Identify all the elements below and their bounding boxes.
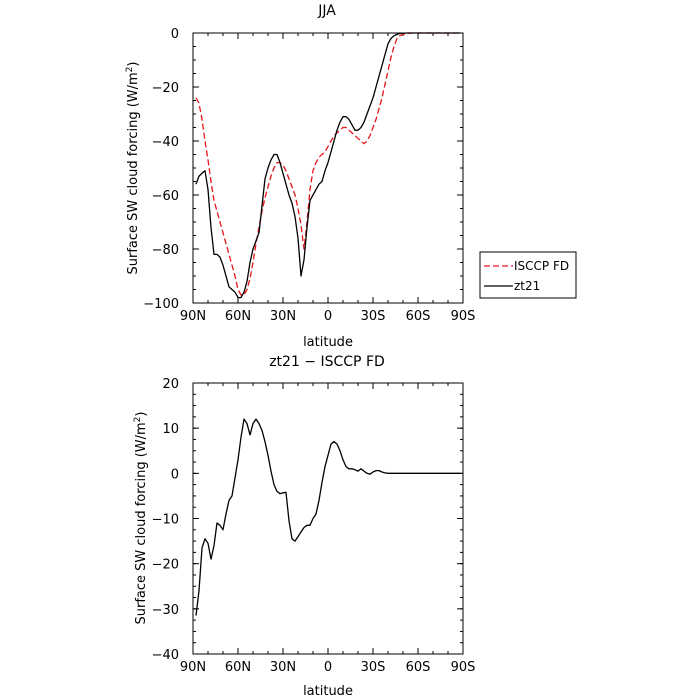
legend-label-zt21: zt21	[514, 279, 540, 293]
y-tick-label: 20	[162, 377, 179, 392]
y-tick-label: −40	[152, 135, 179, 150]
x-tick-label: 30S	[361, 660, 386, 675]
series-line-zt21	[195, 32, 460, 299]
x-tick-label: 90S	[451, 309, 476, 324]
x-tick-label: 90N	[180, 660, 206, 675]
x-tick-label: 0	[324, 309, 332, 324]
y-axis-title-top-main: Surface SW cloud forcing (W/m	[126, 72, 141, 274]
chart-title-bottom: zt21 − ISCCP FD	[269, 354, 385, 370]
legend-box	[479, 251, 577, 299]
legend: ISCCP FD zt21	[479, 251, 577, 299]
y-tick-label: −60	[152, 189, 179, 204]
x-tick-label: 90N	[180, 309, 206, 324]
y-tick-label: 0	[171, 467, 179, 482]
y-tick-label: −100	[143, 297, 179, 312]
x-axis-bottom: 90N 60N 30N 0 30S 60S 90S	[180, 383, 476, 675]
y-axis-title-top-sup: 2	[125, 67, 135, 73]
x-axis-title-top: latitude	[303, 335, 353, 350]
x-axis-title-bottom: latitude	[303, 684, 353, 699]
y-axis-title-bottom-end: )	[134, 412, 149, 417]
series-group-bottom	[195, 418, 460, 616]
x-tick-label: 90S	[451, 660, 476, 675]
y-tick-label: −30	[152, 603, 179, 618]
y-tick-label: −20	[152, 81, 179, 96]
x-axis-top: 90N 60N 30N 0 30S 60S 90S	[180, 33, 476, 324]
chart-bottom: zt21 − ISCCP FD 90N 60N 30N 0 30S 60S 90S 2010…	[133, 354, 475, 699]
plot-frame-bottom	[192, 382, 464, 655]
series-line-difference	[195, 418, 460, 616]
x-tick-label: 60N	[225, 660, 251, 675]
y-tick-label: 10	[162, 422, 179, 437]
chart-top: JJA 90N 60N 30N 0 30S 60S 90S 0 −20 −40 −60 −80 −10…	[125, 3, 577, 350]
y-tick-label: −80	[152, 243, 179, 258]
plot-frame-top	[192, 32, 464, 304]
x-tick-label: 30S	[361, 309, 386, 324]
y-axis-title-top: Surface SW cloud forcing (W/m2)	[125, 62, 141, 275]
legend-label-isccp: ISCCP FD	[514, 259, 569, 273]
series-group-top	[195, 32, 460, 299]
y-axis-title-bottom-sup: 2	[133, 417, 143, 423]
y-axis-title-top-end: )	[126, 62, 141, 67]
x-tick-label: 60N	[225, 309, 251, 324]
x-tick-label: 30N	[270, 309, 296, 324]
y-tick-label: −40	[152, 648, 179, 663]
y-tick-label: 0	[171, 27, 179, 42]
y-axis-title-bottom: Surface SW cloud forcing (W/m2)	[133, 412, 149, 625]
x-tick-label: 30N	[270, 660, 296, 675]
x-tick-label: 60S	[406, 309, 431, 324]
series-line-isccp-fd	[195, 32, 460, 296]
y-tick-label: −20	[152, 558, 179, 573]
y-axis-top: 0 −20 −40 −60 −80 −100	[143, 27, 463, 312]
y-tick-label: −10	[152, 513, 179, 528]
chart-title-top: JJA	[317, 3, 336, 19]
x-tick-label: 60S	[406, 660, 431, 675]
y-axis-title-bottom-main: Surface SW cloud forcing (W/m	[134, 422, 149, 624]
x-tick-label: 0	[324, 660, 332, 675]
y-axis-bottom: 20 10 0 −10 −20 −30 −40	[152, 377, 463, 663]
